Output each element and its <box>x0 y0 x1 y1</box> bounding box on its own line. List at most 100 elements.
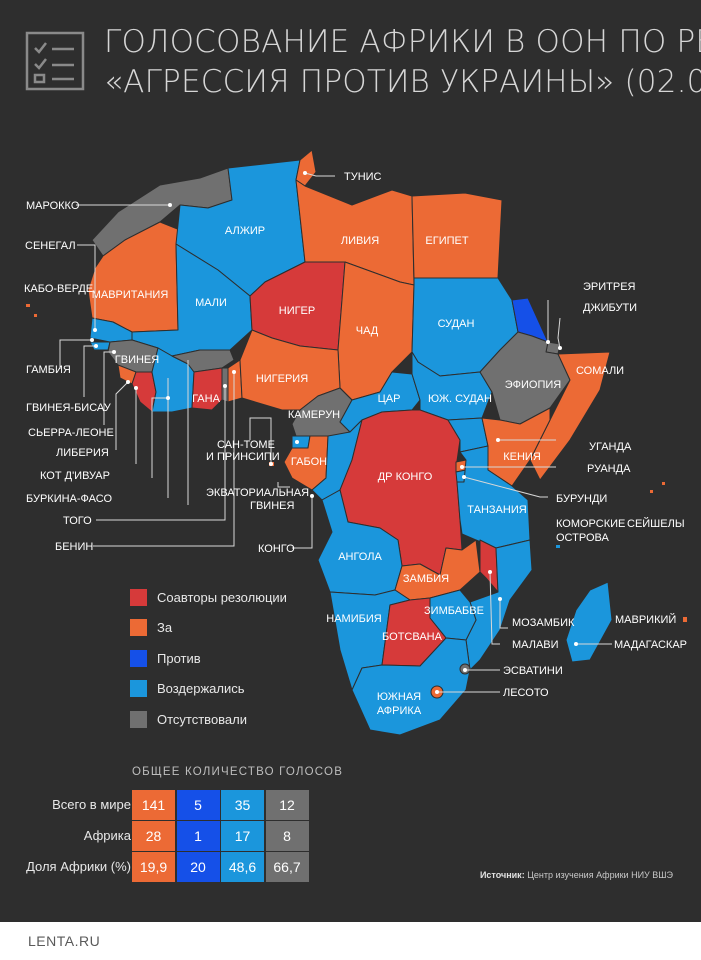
legend-swatch <box>130 588 147 606</box>
callout-tunisia: ТУНИС <box>344 171 382 183</box>
africa-vote-map: АЛЖИР ЛИВИЯ ЕГИПЕТ МАВРИТАНИЯ МАЛИ НИГЕР… <box>24 149 687 736</box>
source-text: Центр изучения Африки НИУ ВШЭ <box>527 870 673 880</box>
dot-sao-tome <box>269 462 273 466</box>
label-south-sudan: ЮЖ. СУДАН <box>428 393 492 405</box>
legend-swatch <box>130 680 147 697</box>
dot-mozambique <box>498 597 502 601</box>
label-nigeria: НИГЕРИЯ <box>256 373 308 385</box>
dot-senegal <box>93 328 97 332</box>
dot-burkina-faso <box>166 396 170 400</box>
source-note: Источник: Центр изучения Африки НИУ ВШЭ <box>480 870 673 880</box>
callout-malawi: МАЛАВИ <box>512 639 559 651</box>
egypt-region <box>411 192 503 279</box>
dot-djibouti <box>558 346 562 350</box>
label-south-africa-1: ЮЖНАЯ <box>377 691 421 703</box>
label-chad: ЧАД <box>356 325 379 337</box>
legend-label: Против <box>157 650 201 666</box>
totals-title: ОБЩЕЕ КОЛИЧЕСТВО ГОЛОСОВ <box>132 766 344 778</box>
cabo-verde-region-2 <box>34 314 37 317</box>
legend-item: Воздержались <box>130 680 287 698</box>
totals-cell: 35 <box>221 790 264 820</box>
label-kenya: КЕНИЯ <box>503 451 541 463</box>
footer: LENTA.RU <box>0 922 701 960</box>
callout-sao-tome-2: И ПРИНСИПИ <box>206 451 280 463</box>
label-zambia: ЗАМБИЯ <box>403 573 449 585</box>
label-tanzania: ТАНЗАНИЯ <box>467 504 526 516</box>
somalia-region <box>529 351 611 481</box>
callout-cote-divoire: КОТ Д'ИВУАР <box>40 470 110 482</box>
callout-sierra-leone: СЬЕРРА-ЛЕОНЕ <box>28 427 114 439</box>
dot-rwanda <box>460 465 464 469</box>
callout-togo: ТОГО <box>63 515 92 527</box>
label-algeria: АЛЖИР <box>225 225 265 237</box>
callout-djibouti: ДЖИБУТИ <box>583 302 637 314</box>
callout-seychelles: СЕЙШЕЛЫ <box>627 517 685 530</box>
dot-lesotho <box>435 690 439 694</box>
label-namibia: НАМИБИЯ <box>326 613 381 625</box>
legend-item: Против <box>130 649 287 667</box>
dot-morocco <box>168 203 172 207</box>
label-mauritania: МАВРИТАНИЯ <box>92 289 169 301</box>
totals-cell: 20 <box>176 852 220 882</box>
dot-madagascar <box>574 642 578 646</box>
totals-cell: 28 <box>132 821 175 851</box>
totals-cell: 19,9 <box>132 852 175 882</box>
label-botswana: БОТСВАНА <box>382 631 443 643</box>
dot-benin <box>232 370 236 374</box>
label-angola: АНГОЛА <box>338 551 382 563</box>
legend-label: Воздержались <box>157 681 245 696</box>
totals-row-label: Всего в мире <box>52 797 131 812</box>
callout-lesotho: ЛЕСОТО <box>503 687 549 699</box>
legend-swatch <box>130 710 147 728</box>
totals-cell: 141 <box>132 790 175 820</box>
label-cameroon: КАМЕРУН <box>288 409 340 421</box>
callout-rwanda: РУАНДА <box>587 463 631 475</box>
callout-senegal: СЕНЕГАЛ <box>25 240 76 252</box>
totals-cell: 5 <box>176 790 220 820</box>
totals-row: Доля Африки (%) <box>0 852 131 882</box>
totals-cell: 17 <box>221 821 264 851</box>
callout-liberia: ЛИБЕРИЯ <box>56 447 109 459</box>
label-ethiopia: ЭФИОПИЯ <box>505 379 562 391</box>
legend-label: Отсутствовали <box>157 711 248 727</box>
comoros-region <box>556 545 560 548</box>
totals-cell: 12 <box>265 790 309 820</box>
totals-row-label: Доля Африки (%) <box>26 859 131 874</box>
title-line-1: ГОЛОСОВАНИЕ АФРИКИ В ООН ПО РЕЗОЛЮЦИИ <box>104 24 701 60</box>
eq-guinea-region <box>291 435 311 449</box>
totals-cell: 1 <box>176 821 220 851</box>
label-drc: ДР КОНГО <box>378 471 433 483</box>
callout-madagascar: МАДАГАСКАР <box>614 639 687 651</box>
dot-congo <box>310 494 314 498</box>
dot-togo <box>223 384 227 388</box>
callout-mauritius: МАВРИКИЙ <box>615 613 676 626</box>
page-title: ГОЛОСОВАНИЕ АФРИКИ В ООН ПО РЕЗОЛЮЦИИ «А… <box>104 22 701 102</box>
dot-guinea-bissau <box>94 344 98 348</box>
dot-malawi <box>488 570 492 574</box>
legend-item: Соавторы резолюции <box>130 588 287 606</box>
cabo-verde-region <box>26 304 30 307</box>
south-africa-region <box>351 637 471 736</box>
callout-burundi: БУРУНДИ <box>556 493 607 505</box>
label-car: ЦАР <box>378 393 401 405</box>
totals-cell: 66,7 <box>265 852 309 882</box>
dot-eritrea <box>546 340 550 344</box>
legend: Соавторы резолюции За Против Воздержались От… <box>130 588 287 741</box>
legend-item: За <box>130 619 287 637</box>
label-gabon: ГАБОН <box>291 456 327 468</box>
totals-cell: 48,6 <box>221 852 264 882</box>
totals-row-label: Африка <box>83 828 131 843</box>
callout-benin: БЕНИН <box>55 541 93 553</box>
dot-eswatini <box>463 668 467 672</box>
legend-label: За <box>157 620 173 635</box>
ghana-region <box>191 367 223 411</box>
lenta-logo[interactable]: LENTA.RU <box>28 933 101 949</box>
callout-burkina-faso: БУРКИНА-ФАСО <box>26 493 112 505</box>
dot-burundi <box>462 475 466 479</box>
dot-cote-divoire <box>134 386 138 390</box>
malawi-region <box>479 539 499 593</box>
totals-row: Всего в мире <box>0 790 131 820</box>
callout-eq-guinea-1: ЭКВАТОРИАЛЬНАЯ <box>206 487 309 499</box>
dot-gambia <box>90 338 94 342</box>
